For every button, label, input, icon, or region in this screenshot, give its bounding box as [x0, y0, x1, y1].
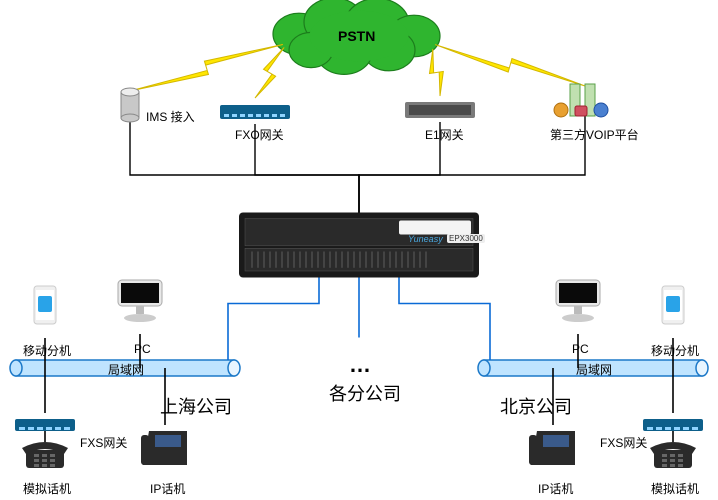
beijing-label: 北京公司 — [500, 393, 572, 419]
fxs-l-label: FXS网关 — [80, 434, 127, 451]
pstn-label: PSTN — [338, 28, 375, 44]
pc-l-label: PC — [134, 342, 151, 356]
voip-label: 第三方VOIP平台 — [550, 126, 639, 143]
server-model: EPX3000 — [447, 234, 485, 243]
analog-r-label: 模拟话机 — [651, 480, 699, 497]
lan-l-label: 局域网 — [108, 361, 144, 378]
pc-r-label: PC — [572, 342, 589, 356]
ipphone-r-label: IP话机 — [538, 480, 573, 497]
analog-l-label: 模拟话机 — [23, 480, 71, 497]
dots-label: … — [349, 352, 371, 378]
diagram-svg — [0, 0, 718, 500]
branches-label: 各分公司 — [329, 380, 401, 406]
lan-r-label: 局域网 — [576, 361, 612, 378]
mobile-l-label: 移动分机 — [23, 342, 71, 359]
shanghai-label: 上海公司 — [160, 393, 232, 419]
server-brand: Yuneasy — [408, 234, 443, 244]
fxo-label: FXO网关 — [235, 126, 284, 143]
ims-label: IMS 接入 — [146, 108, 195, 125]
e1-label: E1网关 — [425, 126, 464, 143]
fxs-r-label: FXS网关 — [600, 434, 647, 451]
mobile-r-label: 移动分机 — [651, 342, 699, 359]
ipphone-l-label: IP话机 — [150, 480, 185, 497]
